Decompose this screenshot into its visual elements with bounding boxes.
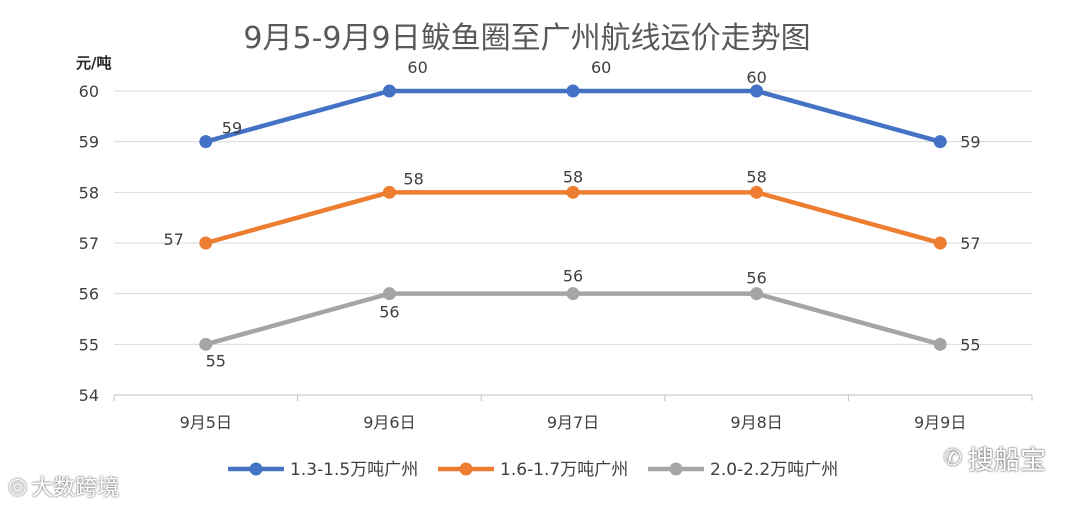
y-tick-label-54: 54 [79, 386, 99, 405]
x-tick-label-3: 9月8日 [730, 413, 782, 432]
y-tick-label-59: 59 [79, 133, 99, 152]
watermark-right: ✆ 搜船宝 [944, 440, 1046, 477]
y-tick-label-57: 57 [79, 234, 99, 253]
y-tick-label-55: 55 [79, 335, 99, 354]
y-axis-unit: 元/吨 [76, 54, 111, 72]
series-line-2 [203, 190, 943, 246]
x-tick-label-1: 9月6日 [363, 413, 415, 432]
data-point-s1-1 [199, 135, 213, 149]
data-label-s2-5: 57 [960, 234, 980, 253]
data-label-s3-3: 56 [563, 267, 583, 286]
data-label-s1-4: 60 [746, 68, 766, 87]
y-tick-label-60: 60 [79, 82, 99, 101]
data-label-s3-4: 56 [746, 269, 766, 288]
legend-marker-2 [459, 462, 473, 476]
y-axis-ticks: 54 55 56 57 58 59 60 [79, 82, 99, 405]
data-label-s1-1: 59 [222, 119, 242, 138]
data-point-s1-5 [933, 135, 947, 149]
watermark-left-text: 大数跨境 [31, 476, 120, 501]
x-tick-label-4: 9月9日 [914, 413, 966, 432]
wechat-icon: ✆ [943, 446, 962, 471]
watermark-left: ◎ 大数跨境 [8, 470, 119, 502]
data-point-s2-2 [382, 185, 396, 199]
data-label-s3-2: 56 [379, 303, 399, 322]
watermark-right-text: 搜船宝 [967, 446, 1046, 476]
data-point-s2-3 [566, 185, 580, 199]
data-label-s1-2: 60 [407, 58, 427, 77]
x-tick-label-0: 9月5日 [180, 413, 232, 432]
data-point-s3-5 [933, 337, 947, 351]
y-tick-label-58: 58 [79, 183, 99, 202]
series-line-3 [203, 291, 943, 347]
data-point-s2-1 [199, 236, 213, 250]
data-label-s2-3: 58 [563, 167, 583, 186]
legend-label-1: 1.3-1.5万吨广州 [290, 460, 418, 480]
data-label-s3-5: 55 [960, 335, 980, 354]
data-label-s2-4: 58 [746, 167, 766, 186]
legend-marker-1 [249, 462, 263, 476]
data-point-s2-4 [750, 185, 764, 199]
data-point-s1-2 [382, 84, 396, 98]
legend-marker-3 [669, 462, 683, 476]
chart-title: 9月5-9月9日鲅鱼圈至广州航线运价走势图 [243, 21, 810, 56]
data-point-s2-5 [933, 236, 947, 250]
data-labels: 59 60 60 60 59 57 58 58 58 57 55 56 56 56 55 [163, 58, 980, 370]
data-point-s1-3 [566, 84, 580, 98]
x-axis: 9月5日 9月6日 9月7日 9月8日 9月9日 [113, 395, 1033, 432]
data-label-s3-1: 55 [206, 351, 226, 370]
weibo-icon: ◎ [8, 473, 28, 499]
legend: 1.3-1.5万吨广州 1.6-1.7万吨广州 2.0-2.2万吨广州 [228, 460, 838, 480]
data-point-s3-2 [382, 287, 396, 301]
legend-label-3: 2.0-2.2万吨广州 [710, 460, 838, 480]
y-tick-label-56: 56 [79, 285, 99, 304]
data-point-s3-4 [750, 287, 764, 301]
data-point-s1-4 [750, 84, 764, 98]
data-point-s3-3 [566, 287, 580, 301]
data-label-s2-1: 57 [163, 230, 183, 249]
series-group [199, 84, 947, 351]
x-tick-label-2: 9月7日 [547, 413, 599, 432]
data-label-s1-3: 60 [591, 58, 611, 77]
data-label-s1-5: 59 [960, 133, 980, 152]
series-line-1 [203, 88, 943, 144]
legend-label-2: 1.6-1.7万吨广州 [500, 460, 628, 480]
data-label-s2-2: 58 [403, 169, 423, 188]
data-point-s3-1 [199, 337, 213, 351]
gridlines [114, 90, 1032, 396]
